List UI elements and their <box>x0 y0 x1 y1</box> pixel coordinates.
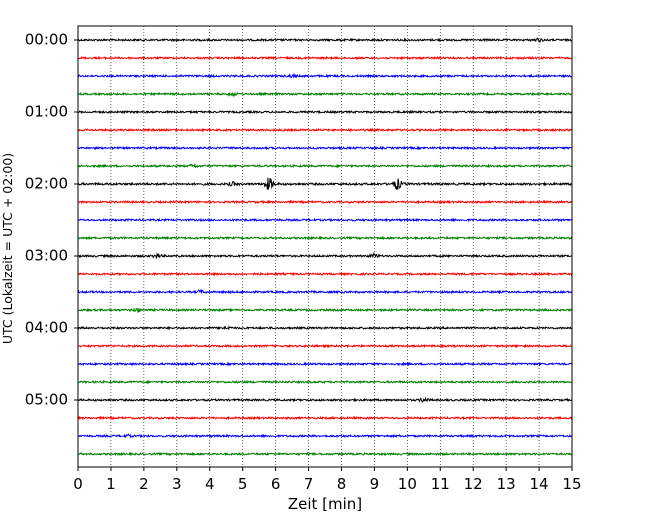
x-tick-label: 11 <box>431 475 450 493</box>
trace-line <box>77 199 573 205</box>
x-tick-label: 13 <box>497 475 516 493</box>
x-tick-label: 1 <box>106 475 116 493</box>
y-tick-label: 02:00 <box>25 175 68 193</box>
grid-lines <box>110 26 540 467</box>
traces <box>77 37 573 457</box>
trace-line <box>77 288 573 295</box>
trace-line <box>77 177 573 191</box>
trace-line <box>77 361 573 367</box>
trace-line <box>77 307 573 314</box>
x-tick-label: 8 <box>337 475 347 493</box>
trace-line <box>77 109 573 115</box>
trace-line <box>77 343 573 349</box>
x-tick-label: 2 <box>139 475 149 493</box>
x-tick-label: 9 <box>370 475 380 493</box>
trace-line <box>77 415 573 421</box>
trace-line <box>77 396 573 403</box>
y-tick-label: 04:00 <box>25 319 68 337</box>
y-tick-label: 05:00 <box>25 391 68 409</box>
trace-line <box>77 451 573 457</box>
trace-line <box>77 55 573 61</box>
trace-line <box>77 145 573 151</box>
x-tick-label: 15 <box>562 475 581 493</box>
trace-line <box>77 72 573 79</box>
trace-line <box>77 91 573 98</box>
y-axis-label: UTC (Lokalzeit = UTC + 02:00) <box>0 153 15 344</box>
x-tick-label: 4 <box>205 475 215 493</box>
x-tick-label: 0 <box>73 475 83 493</box>
trace-line <box>77 325 573 331</box>
trace-line <box>77 37 573 44</box>
plot-frame <box>77 25 573 468</box>
x-tick-label: 14 <box>530 475 549 493</box>
trace-line <box>77 251 573 259</box>
x-axis-label: Zeit [min] <box>288 495 362 513</box>
x-tick-label: 5 <box>238 475 248 493</box>
trace-line <box>77 217 573 223</box>
y-tick-label: 00:00 <box>25 31 68 49</box>
y-tick-label: 03:00 <box>25 247 68 265</box>
y-tick-label: 01:00 <box>25 103 68 121</box>
trace-line <box>77 271 573 277</box>
x-tick-label: 6 <box>271 475 281 493</box>
axes: 0 1 2 3 4 5 6 7 8 9 10 11 12 13 14 1500:0001:0002:0003:… <box>25 25 582 493</box>
trace-line <box>77 235 573 241</box>
trace-line <box>77 162 573 169</box>
trace-line <box>77 433 573 439</box>
x-tick-label: 10 <box>398 475 417 493</box>
x-tick-label: 7 <box>304 475 314 493</box>
trace-line <box>77 379 573 385</box>
x-tick-label: 12 <box>464 475 483 493</box>
x-tick-label: 3 <box>172 475 182 493</box>
trace-line <box>77 127 573 133</box>
